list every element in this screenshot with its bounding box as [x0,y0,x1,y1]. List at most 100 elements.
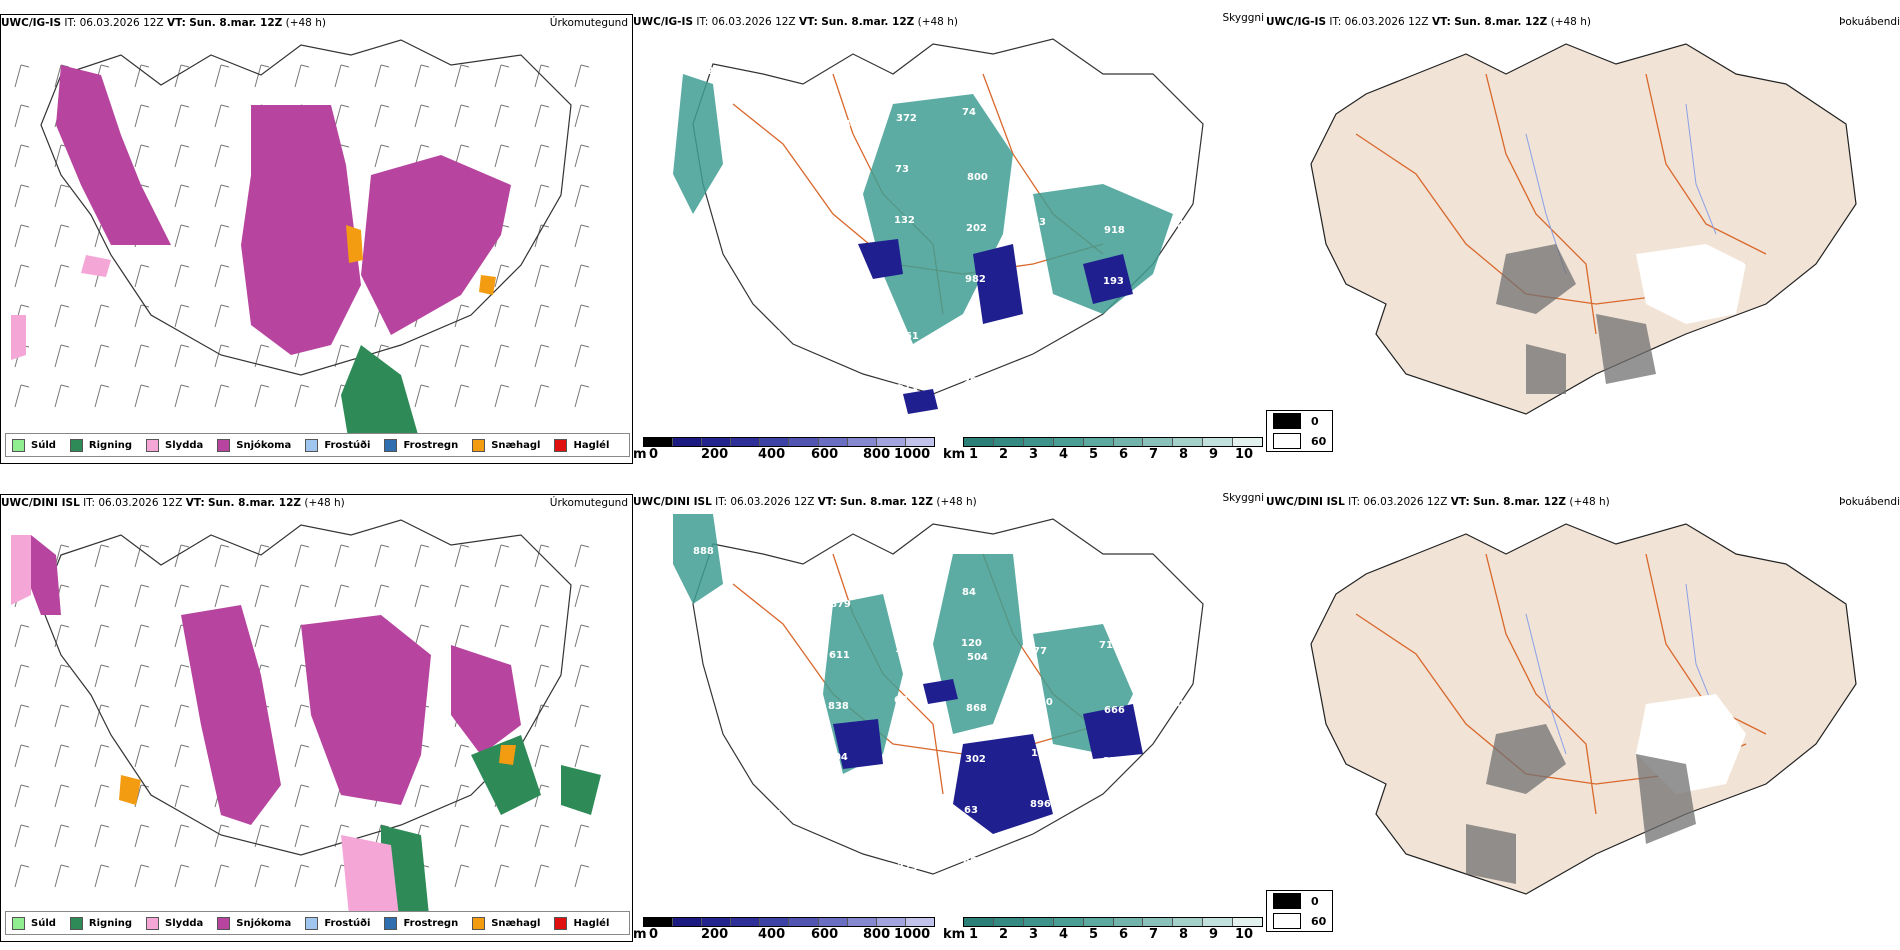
tick-label: 1000 [894,927,931,942]
wind-barb [54,824,70,848]
lead-time: (+48 h) [917,16,958,28]
iceland-outline [692,518,1204,875]
ceiling-label: 120 [961,638,982,649]
wind-barb [374,544,390,568]
wind-barb [94,864,110,888]
ceiling-label: 888 [693,546,714,557]
ceiling-label: 372 [896,113,917,124]
wind-barb [574,624,590,648]
legend-item-freezing-rain: Frostregn [384,438,459,452]
wind-barb [94,824,110,848]
ceiling-label: 341 [826,803,847,814]
ceiling-label: 969 [761,278,782,289]
wind-barb [254,584,270,608]
lead-time: (+48 h) [1569,496,1610,508]
vt-label: VT: [166,17,186,29]
ceiling-label: 202 [966,223,987,234]
wind-barb [134,584,150,608]
legend-label: Frostregn [403,439,459,451]
colorbar-unit: m [633,447,647,462]
ceiling-label: 918 [1104,225,1125,236]
ceiling-label: 896 [1030,799,1051,810]
legend-item-snow: Snjókoma [217,438,291,452]
wind-barb [214,304,230,328]
fog-legend-swatch [1273,913,1301,929]
lead-time: (+48 h) [1550,16,1591,28]
tick-label: 200 [701,447,729,462]
wind-barb [494,544,510,568]
wind-barb [494,144,510,168]
ceiling-label: 43 [759,860,773,871]
tick-label: 1 [969,927,979,942]
wind-barb [94,704,110,728]
ceiling-label: 84 [1031,268,1045,279]
wind-barb [254,864,270,888]
wind-barb [534,664,550,688]
wind-barb [174,864,190,888]
wind-barb [574,344,590,368]
teal-cloud-area [673,74,1173,344]
legend-label: Súld [31,439,56,451]
wind-barb [414,784,430,808]
wind-barb [374,584,390,608]
legend-label: Frostúði [324,917,371,929]
ceiling-label: 800 [967,172,988,183]
model-name: UWC/DINI ISL [633,496,712,508]
wind-barb [534,544,550,568]
tick-label: 9 [1209,927,1219,942]
legend-item-rain: Rigning [69,916,132,930]
fog-legend-swatch [1273,413,1301,429]
wind-barb [494,304,510,328]
it-label: IT: [64,17,77,29]
wind-barb [454,624,470,648]
wind-barb [14,624,30,648]
ceiling-label: 132 [894,215,915,226]
legend-item-freezing-drizzle: Frostúði [305,916,371,930]
wind-barb [494,104,510,128]
vt-value: Sun. 8.mar. 12Z [840,496,934,508]
legend-label: Snæhagl [491,439,541,451]
precip-type-panel-bottom: UWC/DINI ISL IT: 06.03.2026 12Z VT: Sun.… [0,494,633,942]
wind-barb [134,104,150,128]
wind-barb [494,864,510,888]
legend-swatch [12,916,25,930]
ceiling-label: 129 [757,162,778,173]
tick-label: 600 [811,447,839,462]
ceiling-label: 951 [898,331,919,342]
wind-barb [374,104,390,128]
fog-legend-item: 60 [1267,431,1332,451]
wind-barb [574,144,590,168]
ceiling-label: 65 [963,856,977,867]
fog-legend-label: 60 [1311,914,1327,928]
legend-item-snow: Snjókoma [217,916,291,930]
ceiling-label: 264 [830,119,851,130]
ceiling-label: 863 [1172,117,1193,128]
wind-barb [14,864,30,888]
vt-label: VT: [798,16,818,28]
wind-barb [174,584,190,608]
legend-item-hail: Haglél [554,916,609,930]
vt-value: Sun. 8.mar. 12Z [1454,16,1548,28]
wind-barb [454,344,470,368]
wind-barb [54,184,70,208]
fog-area-gray [1466,724,1696,884]
lead-time: (+48 h) [304,497,345,509]
wind-barb [534,624,550,648]
legend-item-graupel: Snæhagl [472,916,540,930]
ceiling-label: 60 [1033,166,1047,177]
wind-barb [54,304,70,328]
wind-barb [534,64,550,88]
ceiling-label: 73 [828,221,842,232]
panel-header: UWC/DINI ISL IT: 06.03.2026 12Z VT: Sun.… [1,497,345,511]
fog-legend: 0 60 [1266,890,1334,932]
wind-barb [254,624,270,648]
ceiling-label: 163 [1031,748,1052,759]
iceland-outline [40,519,572,856]
wind-barb [454,304,470,328]
wind-barb [294,64,310,88]
model-name: UWC/IG-IS [1,17,62,29]
it-label: IT: [1329,16,1342,28]
wind-barb [494,824,510,848]
legend-swatch [146,438,160,452]
wind-barb [174,664,190,688]
